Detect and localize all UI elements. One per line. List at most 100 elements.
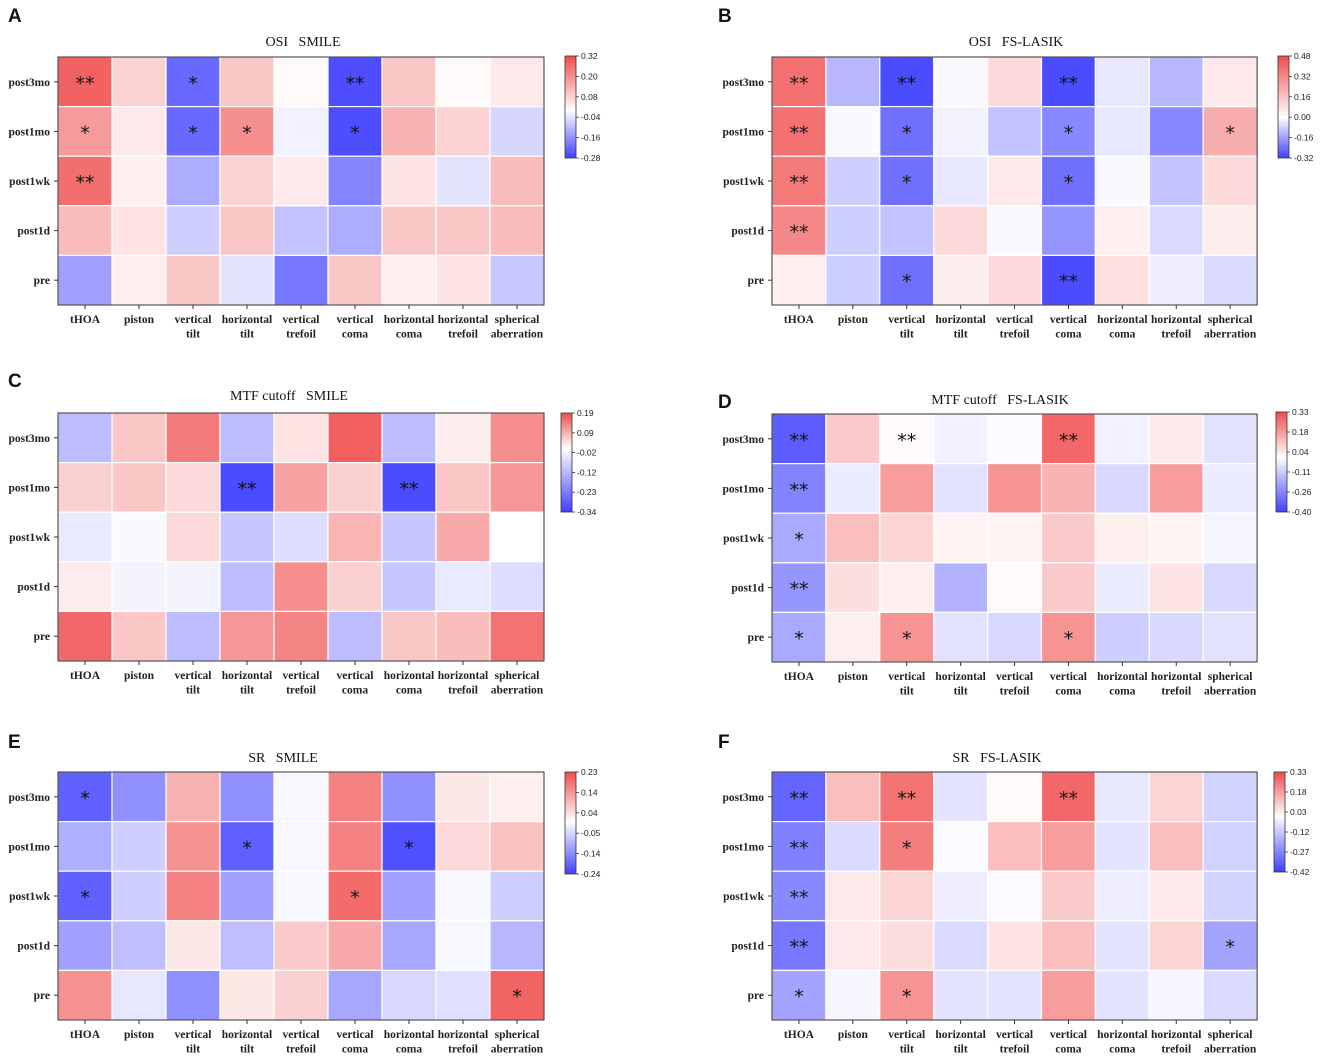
colorbar-tick-label: -0.02 bbox=[577, 448, 597, 458]
row-label: post1d bbox=[731, 583, 764, 595]
heatmap-cell bbox=[771, 254, 827, 306]
heatmap-cell bbox=[825, 771, 881, 823]
panel-letter: E bbox=[8, 732, 21, 753]
heatmap-cell bbox=[1202, 920, 1258, 971]
heatmap-panel-d: D MTF cutoff FS-LASIK** ** ******** * *post3m… bbox=[718, 392, 1312, 698]
heatmap-cell bbox=[381, 969, 437, 1021]
heatmap-cell bbox=[273, 155, 329, 207]
heatmap-cell bbox=[1094, 56, 1150, 108]
heatmap-cell bbox=[219, 254, 275, 306]
column-label: trefoil bbox=[1161, 329, 1191, 341]
colorbar bbox=[1273, 771, 1286, 873]
heatmap-cell bbox=[1040, 771, 1097, 823]
column-label: vertical bbox=[996, 1029, 1033, 1041]
heatmap-panel-f: FSR FS-LASIK** ** **** ***** ** *post3mopost1… bbox=[718, 732, 1310, 1056]
column-label: tilt bbox=[186, 685, 200, 697]
heatmap-cell bbox=[111, 412, 167, 464]
significance-mark: * bbox=[80, 122, 90, 144]
row-label: post3mo bbox=[8, 792, 50, 804]
heatmap-cell bbox=[381, 105, 437, 157]
row-label: post1mo bbox=[722, 841, 764, 853]
heatmap-cell bbox=[381, 511, 437, 563]
row-label: post3mo bbox=[8, 77, 50, 89]
heatmap-cell bbox=[327, 969, 383, 1021]
heatmap-cell bbox=[825, 205, 881, 257]
heatmap-cell bbox=[273, 820, 329, 872]
column-label: spherical bbox=[495, 1029, 540, 1041]
heatmap-cell bbox=[165, 155, 221, 207]
row-label: post1mo bbox=[722, 483, 764, 495]
panel-letter: A bbox=[8, 6, 22, 27]
heatmap-cell bbox=[879, 254, 935, 306]
colorbar bbox=[564, 55, 577, 159]
heatmap-cell bbox=[435, 610, 491, 662]
heatmap-cell bbox=[165, 920, 221, 971]
colorbar-tick-label: 0.19 bbox=[577, 408, 594, 418]
heatmap-cell bbox=[57, 254, 113, 306]
column-label: horizontal bbox=[222, 314, 272, 326]
column-label: tilt bbox=[186, 329, 200, 341]
column-label: aberration bbox=[491, 329, 544, 341]
colorbar-tick-label: 0.18 bbox=[1290, 787, 1307, 797]
column-label: aberration bbox=[491, 1044, 544, 1056]
heatmap-cell bbox=[381, 610, 437, 662]
heatmap-cell bbox=[327, 920, 383, 971]
heatmap-cell bbox=[879, 562, 935, 613]
heatmap-cell bbox=[771, 771, 827, 823]
heatmap-cell bbox=[489, 205, 545, 257]
colorbar-tick-label: 0.18 bbox=[1292, 427, 1309, 437]
column-label: coma bbox=[342, 329, 368, 341]
significance-mark: ** bbox=[789, 222, 808, 244]
column-label: tilt bbox=[900, 329, 914, 341]
heatmap-cell bbox=[489, 254, 545, 306]
heatmap-cell bbox=[111, 56, 167, 108]
heatmap-cell bbox=[327, 254, 383, 306]
column-label: coma bbox=[1055, 1044, 1081, 1056]
heatmap-cell bbox=[933, 771, 989, 823]
heatmap-cell bbox=[1202, 870, 1258, 922]
heatmap-cell bbox=[986, 463, 1043, 514]
heatmap-cell bbox=[273, 920, 329, 971]
row-label: post1wk bbox=[723, 533, 765, 545]
heatmap-cell bbox=[1040, 205, 1097, 257]
heatmap-cell bbox=[933, 512, 989, 564]
column-label: coma bbox=[1055, 686, 1081, 698]
column-label: vertical bbox=[888, 1029, 925, 1041]
heatmap-cell bbox=[825, 254, 881, 306]
heatmap-cell bbox=[825, 820, 881, 872]
heatmap-cell bbox=[1094, 920, 1150, 971]
heatmap-cell bbox=[435, 870, 491, 922]
colorbar bbox=[1277, 55, 1290, 159]
heatmap-cell bbox=[1094, 205, 1150, 257]
heatmap-cell bbox=[381, 561, 437, 612]
heatmap-cell bbox=[1148, 611, 1204, 663]
significance-mark: * bbox=[794, 628, 804, 650]
heatmap-cell bbox=[1202, 820, 1258, 872]
heatmap-cell bbox=[1148, 463, 1204, 514]
heatmap-cell bbox=[771, 969, 827, 1021]
column-label: spherical bbox=[495, 670, 540, 682]
heatmap-cell bbox=[57, 511, 113, 563]
heatmap-cell bbox=[1040, 512, 1097, 564]
row-label: pre bbox=[748, 275, 764, 287]
heatmap-cell bbox=[489, 511, 545, 563]
heatmap-cell bbox=[489, 920, 545, 971]
heatmap-cell bbox=[1094, 969, 1150, 1021]
column-label: horizontal bbox=[384, 1029, 434, 1041]
row-label: post1mo bbox=[8, 841, 50, 853]
significance-mark: ** bbox=[400, 478, 419, 500]
heatmap-cell bbox=[273, 771, 329, 823]
heatmap-cell bbox=[879, 205, 935, 257]
heatmap-cell bbox=[933, 254, 989, 306]
column-label: piston bbox=[124, 670, 155, 682]
colorbar-tick-label: -0.32 bbox=[1294, 153, 1314, 163]
heatmap-cell bbox=[273, 105, 329, 157]
row-label: post1d bbox=[731, 941, 764, 953]
heatmap-cell bbox=[111, 511, 167, 563]
significance-mark: ** bbox=[789, 788, 808, 810]
significance-mark: ** bbox=[897, 430, 916, 452]
heatmap-cell bbox=[1202, 771, 1258, 823]
column-label: trefoil bbox=[1161, 686, 1191, 698]
significance-mark: ** bbox=[897, 73, 916, 95]
column-label: vertical bbox=[996, 314, 1033, 326]
